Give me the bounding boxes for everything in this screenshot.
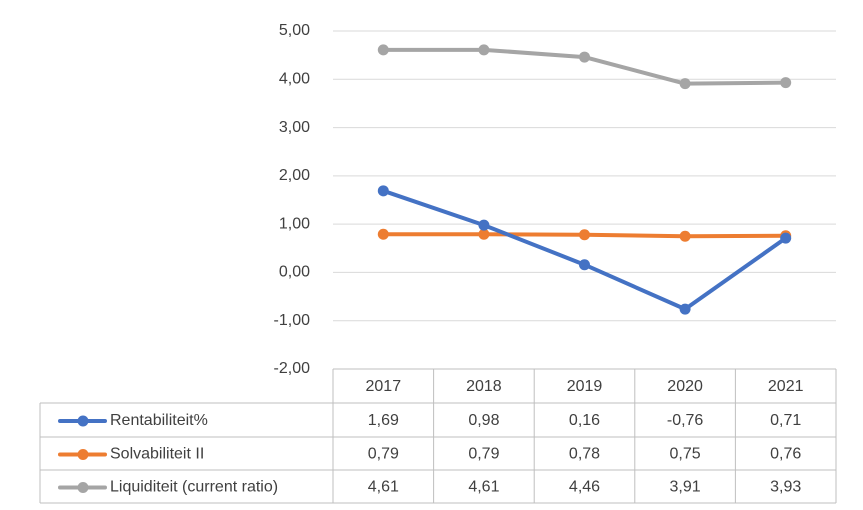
series-marker [377,228,389,240]
series-marker [780,232,792,244]
table-value: 4,61 [368,479,399,496]
series-marker [579,229,590,241]
series-marker [679,78,691,90]
y-tick-label: -1,00 [274,312,311,329]
y-tick-label: 3,00 [279,119,310,136]
series-marker [478,44,490,56]
series-marker [780,77,792,89]
y-tick-label: -2,00 [274,360,311,377]
table-value: -0,76 [667,412,704,429]
table-value: 3,93 [770,479,801,496]
table-value: 4,61 [468,479,499,496]
table-value: 1,69 [368,412,399,429]
y-tick-label: 0,00 [279,264,310,281]
x-tick-label: 2021 [768,378,804,395]
x-tick-label: 2017 [366,378,402,395]
series-marker [679,303,691,315]
legend-label: Solvabiliteit II [110,446,204,463]
table-value: 4,46 [569,479,600,496]
series-marker [579,51,590,63]
series-marker [579,259,590,271]
table-value: 0,76 [770,446,801,463]
legend-swatch-marker [77,415,89,427]
table-value: 0,75 [670,446,701,463]
series-marker [679,230,691,242]
legend-swatch-marker [77,449,89,460]
y-tick-label: 4,00 [279,71,310,88]
series-marker [377,44,389,56]
series-marker [377,185,389,197]
table-value: 0,78 [569,446,600,463]
table-value: 0,98 [468,412,499,429]
legend-label: Liquiditeit (current ratio) [110,479,278,496]
table-value: 0,79 [468,446,499,463]
x-tick-label: 2018 [466,378,502,395]
table-value: 3,91 [670,479,701,496]
series-marker [478,219,490,231]
legend-label: Rentabiliteit% [110,412,208,429]
x-tick-label: 2020 [667,378,703,395]
table-value: 0,71 [770,412,801,429]
x-tick-label: 2019 [567,378,603,395]
legend-swatch-marker [77,482,89,493]
table-value: 0,79 [368,446,399,463]
y-tick-label: 2,00 [279,167,310,184]
table-value: 0,16 [569,412,600,429]
y-tick-label: 1,00 [279,215,310,232]
series-line [381,188,788,312]
y-tick-label: 5,00 [279,22,310,39]
series-marker [478,228,490,240]
